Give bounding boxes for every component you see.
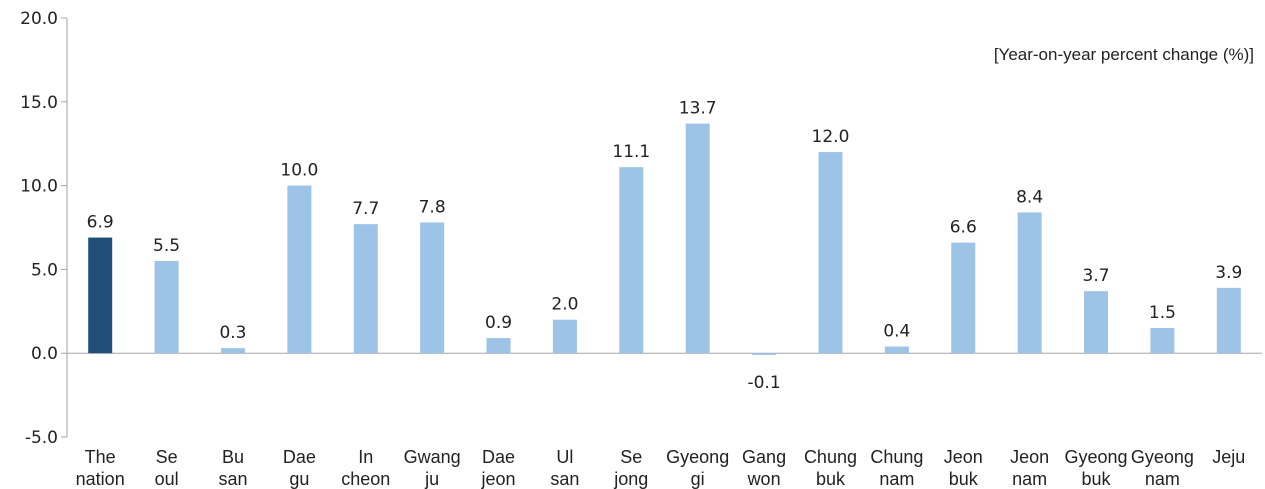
category-label: Gyeong nam bbox=[1131, 447, 1194, 489]
bar bbox=[1216, 287, 1241, 354]
data-label: 3.9 bbox=[1215, 263, 1242, 283]
bar bbox=[420, 222, 445, 354]
bar bbox=[1150, 328, 1175, 354]
data-label: 5.5 bbox=[153, 236, 180, 256]
category-label: Jeon buk bbox=[944, 447, 983, 489]
data-label: 7.7 bbox=[352, 199, 379, 219]
y-axis: 20.0 15.0 10.0 5.0 0.0 -5.0 bbox=[20, 9, 1262, 448]
y-tick-label: 5.0 bbox=[31, 260, 58, 280]
bar bbox=[154, 261, 179, 354]
bar bbox=[287, 185, 312, 354]
bar bbox=[353, 224, 378, 354]
data-label: 11.1 bbox=[612, 142, 650, 162]
bar bbox=[552, 319, 577, 354]
data-label: 10.0 bbox=[280, 161, 318, 181]
y-tick-label: 15.0 bbox=[20, 93, 58, 113]
category-label: The nation bbox=[76, 447, 125, 489]
data-labels: 6.9 5.5 0.3 10.0 7.7 7.8 0.9 2.0 11.1 13.7 -0.1 12.… bbox=[87, 99, 1243, 394]
data-label: 8.4 bbox=[1016, 187, 1043, 207]
bar bbox=[951, 242, 976, 354]
unit-label: [Year-on-year percent change (%)] bbox=[994, 45, 1254, 64]
category-label: Gyeong gi bbox=[666, 447, 729, 489]
data-label: 0.9 bbox=[485, 313, 512, 333]
y-tick-label: 0.0 bbox=[31, 344, 58, 364]
bars bbox=[88, 123, 1241, 355]
y-tick-label: 20.0 bbox=[20, 9, 58, 29]
category-label: Jeon nam bbox=[1010, 447, 1049, 489]
bar bbox=[1084, 291, 1109, 354]
category-label: In cheon bbox=[341, 447, 390, 489]
category-label: Dae gu bbox=[283, 447, 316, 489]
data-label: 6.6 bbox=[950, 218, 977, 238]
y-tick-label: -5.0 bbox=[25, 428, 58, 448]
category-label: Bu san bbox=[218, 447, 247, 489]
category-label: Ul san bbox=[550, 447, 579, 489]
category-label: Dae jeon bbox=[481, 447, 516, 489]
category-labels: The nation Se oul Bu san Dae gu In cheon Gwang ju Da… bbox=[76, 447, 1246, 489]
data-label: 0.4 bbox=[883, 321, 910, 341]
data-label: 2.0 bbox=[551, 295, 578, 315]
category-label: Se oul bbox=[155, 447, 179, 489]
data-label: 7.8 bbox=[419, 197, 446, 217]
data-label: 3.7 bbox=[1083, 266, 1110, 286]
data-label: 12.0 bbox=[812, 127, 850, 147]
category-label: Gwang ju bbox=[404, 447, 461, 489]
data-label: 13.7 bbox=[679, 99, 717, 119]
bar bbox=[88, 237, 113, 354]
category-label: Gyeong buk bbox=[1065, 447, 1128, 489]
category-label: Gang won bbox=[742, 447, 786, 489]
bar bbox=[220, 348, 245, 354]
data-label: 1.5 bbox=[1149, 303, 1176, 323]
category-label: Jeju bbox=[1212, 447, 1245, 467]
bar bbox=[685, 123, 710, 354]
data-label: 0.3 bbox=[219, 323, 246, 343]
bar bbox=[818, 152, 843, 354]
bar bbox=[619, 167, 644, 354]
data-label: 6.9 bbox=[87, 213, 114, 233]
y-tick-label: 10.0 bbox=[20, 177, 58, 197]
category-label: Se jong bbox=[613, 447, 648, 489]
bar bbox=[486, 338, 511, 354]
category-label: Chung nam bbox=[870, 447, 923, 489]
bar bbox=[752, 353, 777, 355]
category-label: Chung buk bbox=[804, 447, 857, 489]
bar bbox=[1017, 212, 1042, 354]
data-label: -0.1 bbox=[747, 373, 780, 393]
bar bbox=[884, 346, 909, 354]
